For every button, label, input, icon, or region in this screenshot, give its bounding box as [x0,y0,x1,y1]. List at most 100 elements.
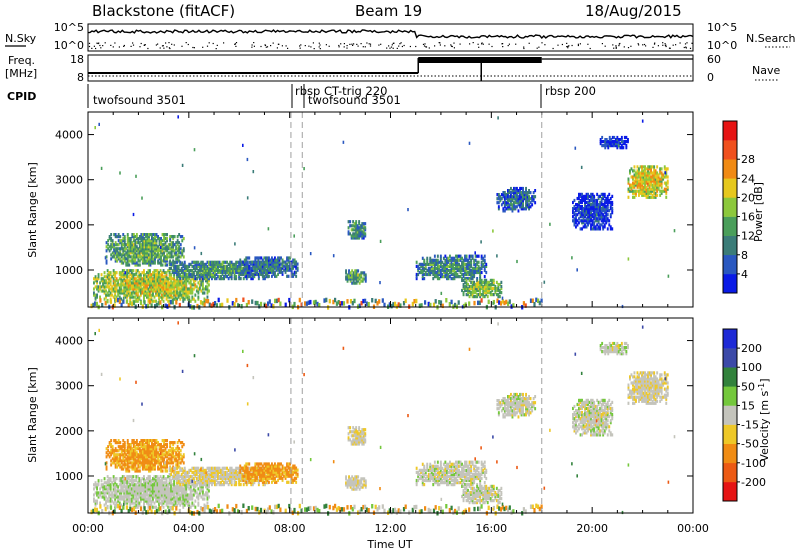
power-cell [483,258,486,262]
power-cell [364,279,367,283]
power-cell [181,249,184,253]
power-cell [636,171,639,175]
power-cell [514,199,517,203]
power-cell [275,268,278,272]
power-cell [633,173,636,177]
nsearch-point [343,46,345,48]
power-cell [651,183,654,187]
power-cell [154,255,156,259]
power-cell [489,293,492,297]
power-cell [226,260,228,264]
nsearch-point [187,43,189,46]
power-cell [514,201,517,205]
power-cell [186,266,189,270]
power-cell [113,247,116,251]
power-cell [155,269,157,273]
velocity-cell [158,477,160,481]
power-cell [523,193,526,197]
nsearch-point [601,43,603,45]
power-cell [266,268,269,272]
power-cell [103,289,106,293]
power-cell [129,269,132,273]
power-cell [610,140,613,144]
power-cell [258,272,261,276]
power-cell [359,228,362,232]
power-cell [140,251,143,255]
velocity-cell [108,477,111,481]
power-cell [245,262,248,266]
nsearch-point [356,43,358,45]
velocity-cell [159,487,162,491]
power-cell [645,181,648,185]
power-cell [171,287,174,291]
power-cell [102,283,104,287]
power-cell [600,200,603,205]
power-cell [206,264,209,268]
power-cell [480,240,482,244]
nsearch-point [515,43,517,45]
power-cell [606,194,609,198]
power-cell [507,301,510,306]
velocity-cell [133,489,136,493]
velocity-cell [165,491,168,495]
power-cell [145,251,147,255]
nsearch-point [577,43,579,45]
power-cell [471,286,474,291]
velocity-cell [94,483,97,487]
velocity-cell [96,491,98,495]
power-cell [438,277,441,281]
power-cell [221,270,224,275]
power-cell [144,289,147,293]
power-cell [271,270,273,274]
power-cell [468,291,471,295]
power-cell [520,197,523,201]
power-cell [153,289,156,293]
power-cell [449,270,451,275]
nsearch-point [362,46,364,48]
power-cell [117,257,120,261]
nsearch-point [685,47,687,49]
velocity-cell [111,481,114,485]
power-cell [606,196,609,201]
power-cell [127,279,130,283]
power-cell [132,257,135,261]
velocity-cell [132,483,135,487]
power-cell [128,243,131,247]
power-cell [651,189,654,193]
velocity-cell [174,495,177,499]
power-cell [513,193,515,197]
power-cell [124,287,127,291]
power-cell [164,241,167,245]
velocity-cell [120,497,123,501]
power-cell [108,277,111,281]
power-cell [119,247,122,251]
power-cell [178,233,181,237]
velocity-cell [136,501,139,505]
velocity-cell [143,487,145,491]
power-cell [503,201,506,205]
velocity-cell [126,489,129,493]
power-cell [239,266,242,270]
power-cell [578,200,580,205]
power-cell [486,288,489,293]
power-cell [576,213,579,217]
power-cell [608,209,611,213]
power-cell [636,165,639,169]
velocity-cell [150,479,153,483]
power-cell [129,255,132,259]
power-cell [255,260,258,264]
nsearch-point [253,45,255,47]
power-cell [439,270,442,275]
power-cell [117,291,120,295]
power-cell [99,281,101,285]
power-cell [198,272,201,277]
power-cell [456,256,459,260]
power-cell [248,274,251,278]
power-cell [417,266,420,270]
velocity-cell [139,497,142,501]
power-cell [141,241,144,245]
power-cell [148,237,150,241]
velocity-cell [121,477,124,481]
power-cell [240,304,243,309]
power-cell [158,275,160,279]
